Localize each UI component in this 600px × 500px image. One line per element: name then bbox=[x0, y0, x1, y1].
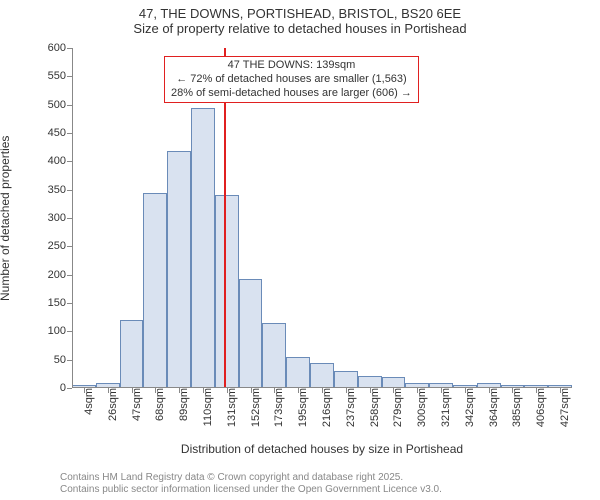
x-tick-mark bbox=[560, 388, 561, 393]
x-tick-label: 131sqm bbox=[222, 388, 238, 427]
x-tick-mark bbox=[227, 388, 228, 393]
x-tick-mark bbox=[417, 388, 418, 393]
x-tick-mark bbox=[108, 388, 109, 393]
x-axis-label: Distribution of detached houses by size … bbox=[72, 442, 572, 456]
chart-container: 47, THE DOWNS, PORTISHEAD, BRISTOL, BS20… bbox=[0, 0, 600, 500]
x-tick-label: 4sqm bbox=[79, 388, 95, 415]
bar bbox=[239, 279, 263, 388]
title-line-1: 47, THE DOWNS, PORTISHEAD, BRISTOL, BS20… bbox=[0, 6, 600, 21]
x-tick-mark bbox=[155, 388, 156, 393]
bar bbox=[286, 357, 310, 388]
annotation-line-2: ← 72% of detached houses are smaller (1,… bbox=[171, 73, 412, 87]
x-tick-label: 152sqm bbox=[246, 388, 262, 427]
x-tick-label: 26sqm bbox=[103, 388, 119, 421]
bar bbox=[262, 323, 286, 388]
x-tick-label: 406sqm bbox=[531, 388, 547, 427]
bar bbox=[310, 363, 334, 389]
y-tick-mark bbox=[67, 388, 72, 389]
x-tick-label: 237sqm bbox=[341, 388, 357, 427]
y-axis-line bbox=[72, 48, 73, 388]
x-tick-label: 342sqm bbox=[460, 388, 476, 427]
annotation-line-1: 47 THE DOWNS: 139sqm bbox=[171, 59, 412, 73]
x-tick-label: 279sqm bbox=[388, 388, 404, 427]
bar bbox=[191, 108, 215, 389]
bar bbox=[167, 151, 191, 388]
footer-line-1: Contains HM Land Registry data © Crown c… bbox=[60, 472, 442, 484]
x-tick-label: 110sqm bbox=[198, 388, 214, 426]
x-tick-mark bbox=[298, 388, 299, 393]
x-tick-mark bbox=[132, 388, 133, 393]
x-tick-label: 195sqm bbox=[293, 388, 309, 427]
x-tick-mark bbox=[465, 388, 466, 393]
bar bbox=[334, 371, 358, 388]
x-tick-mark bbox=[489, 388, 490, 393]
y-axis-label: Number of detached properties bbox=[0, 118, 12, 318]
footer: Contains HM Land Registry data © Crown c… bbox=[60, 472, 442, 496]
x-tick-mark bbox=[441, 388, 442, 393]
x-tick-mark bbox=[370, 388, 371, 393]
x-tick-label: 89sqm bbox=[174, 388, 190, 421]
x-tick-label: 364sqm bbox=[484, 388, 500, 427]
x-tick-mark bbox=[512, 388, 513, 393]
annotation-line-3: 28% of semi-detached houses are larger (… bbox=[171, 87, 412, 101]
annotation-box: 47 THE DOWNS: 139sqm ← 72% of detached h… bbox=[164, 56, 419, 103]
title-line-2: Size of property relative to detached ho… bbox=[0, 21, 600, 36]
x-tick-mark bbox=[346, 388, 347, 393]
plot-area: 47 THE DOWNS: 139sqm ← 72% of detached h… bbox=[72, 48, 572, 388]
x-tick-mark bbox=[536, 388, 537, 393]
x-tick-label: 258sqm bbox=[365, 388, 381, 427]
x-tick-label: 300sqm bbox=[412, 388, 428, 427]
footer-line-2: Contains public sector information licen… bbox=[60, 484, 442, 496]
x-tick-label: 427sqm bbox=[555, 388, 571, 427]
x-tick-label: 173sqm bbox=[269, 388, 285, 427]
x-tick-label: 385sqm bbox=[507, 388, 523, 427]
bar bbox=[143, 193, 167, 389]
x-tick-label: 47sqm bbox=[127, 388, 143, 421]
x-tick-mark bbox=[274, 388, 275, 393]
x-tick-mark bbox=[84, 388, 85, 393]
title-block: 47, THE DOWNS, PORTISHEAD, BRISTOL, BS20… bbox=[0, 0, 600, 36]
x-tick-label: 321sqm bbox=[436, 388, 452, 427]
bar bbox=[215, 195, 239, 388]
x-tick-mark bbox=[393, 388, 394, 393]
x-tick-mark bbox=[322, 388, 323, 393]
x-tick-mark bbox=[203, 388, 204, 393]
x-tick-label: 216sqm bbox=[317, 388, 333, 427]
x-tick-mark bbox=[251, 388, 252, 393]
x-axis-line bbox=[72, 387, 572, 388]
x-tick-label: 68sqm bbox=[150, 388, 166, 421]
x-tick-mark bbox=[179, 388, 180, 393]
bar bbox=[120, 320, 144, 388]
